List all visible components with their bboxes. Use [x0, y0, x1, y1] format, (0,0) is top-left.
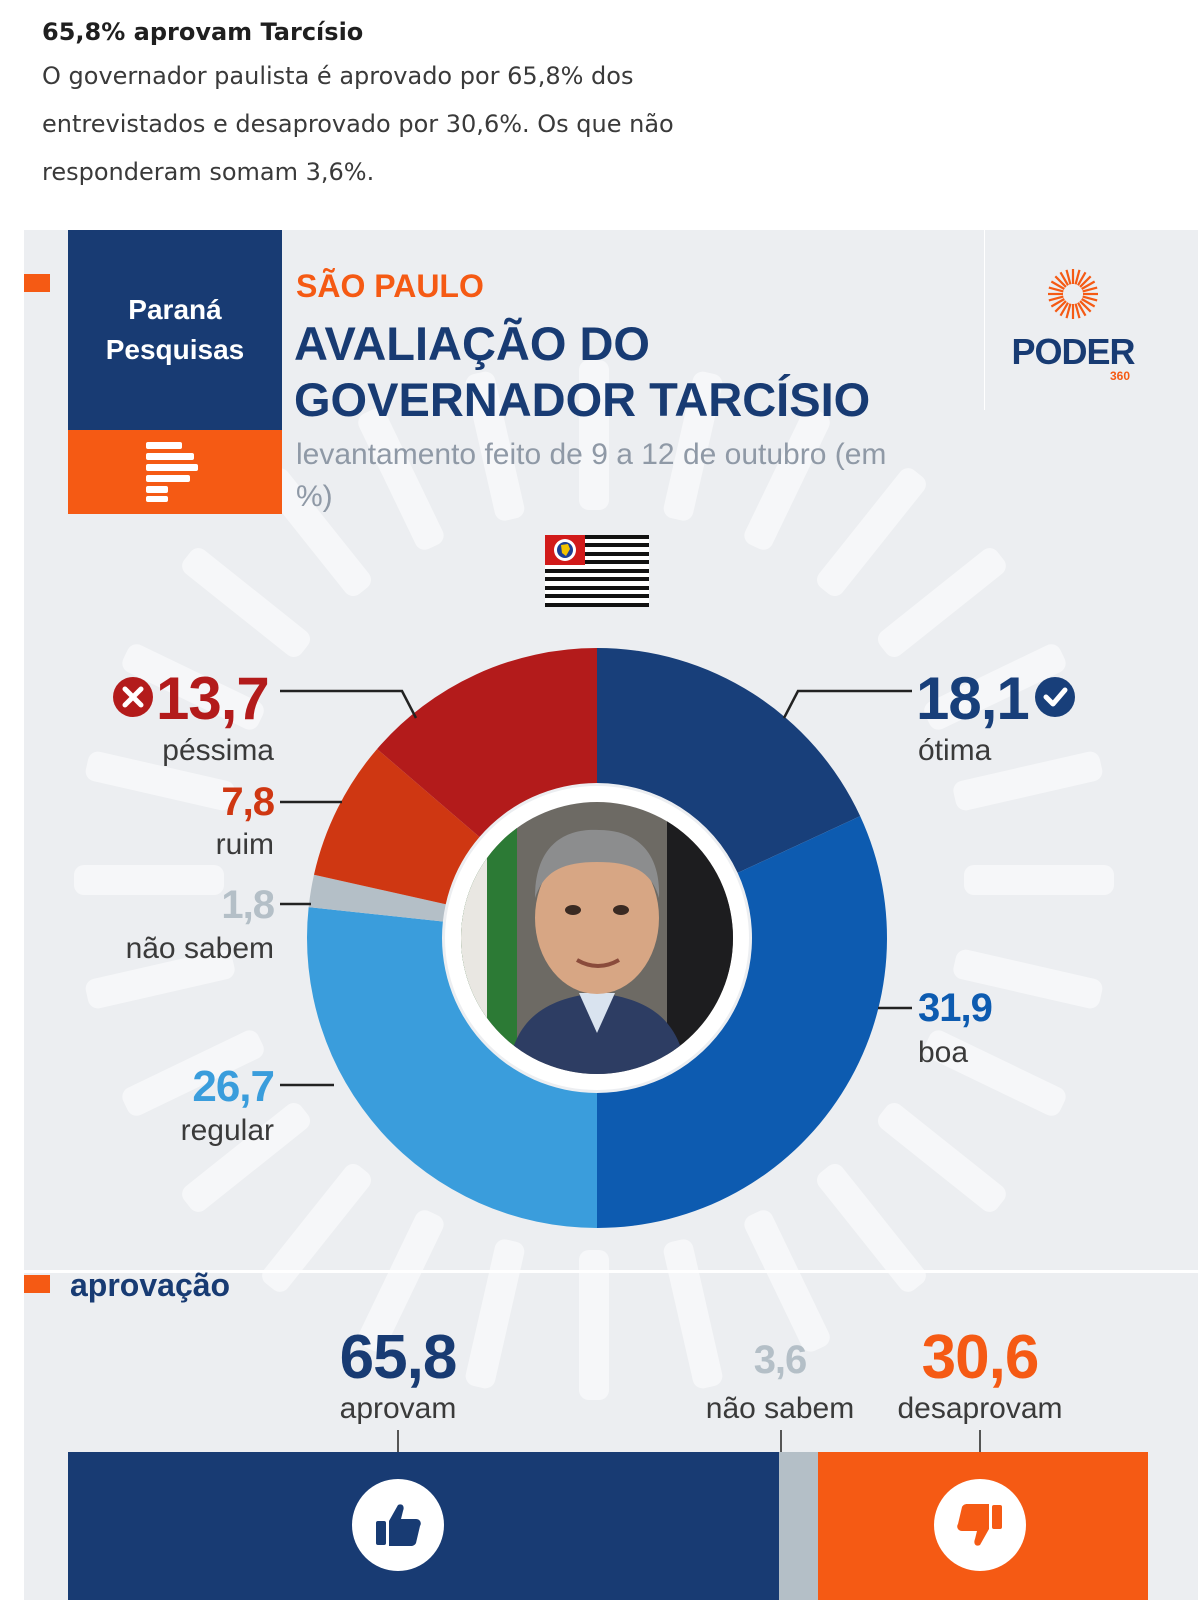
kicker: SÃO PAULO	[296, 268, 484, 304]
poder-logo-text: PODER	[1011, 331, 1135, 372]
background-ray	[873, 1098, 1010, 1216]
parana-pesquisas-logo: Paraná Pesquisas	[68, 230, 282, 520]
article: 65,8% aprovam Tarcísio O governador paul…	[42, 18, 1142, 196]
thumbs-up-icon	[376, 1504, 421, 1546]
check-circle-icon	[1035, 677, 1075, 717]
subtitle: levantamento feito de 9 a 12 de outubro …	[296, 438, 887, 513]
sunburst-ray	[1081, 280, 1096, 290]
sunburst-ray	[1082, 295, 1098, 302]
poder360-logo: PODER 360	[1008, 266, 1138, 383]
thumbs-up-badge	[352, 1479, 444, 1571]
sunburst-ray	[1082, 286, 1098, 293]
value-desaprovam: 30,6	[921, 1323, 1040, 1392]
sunburst-ray	[1079, 275, 1092, 288]
background-ray	[873, 544, 1010, 662]
sunburst-ray	[1077, 271, 1087, 286]
label-otima: ótima	[918, 734, 992, 767]
sunburst-ray	[1059, 271, 1069, 286]
bar-segment-nao-sabem	[778, 1452, 818, 1600]
x-circle-icon	[113, 677, 153, 717]
label-ruim: ruim	[215, 828, 274, 861]
sunburst-ray	[1059, 302, 1069, 317]
header-divider	[984, 230, 985, 410]
donut-slice-boa	[597, 816, 887, 1228]
article-title: 65,8% aprovam Tarcísio	[42, 18, 364, 46]
tick-aprovam	[397, 1430, 399, 1452]
donut-slice-não-sabem	[308, 874, 446, 922]
thumbs-down-badge	[934, 1479, 1026, 1571]
label-nao-sabem-bar: não sabem	[705, 1392, 855, 1425]
thumbs-down-icon	[957, 1504, 1002, 1546]
sunburst-ray	[1074, 269, 1081, 285]
value-otima: 18,1	[916, 665, 1030, 732]
sunburst-ray	[1074, 303, 1081, 319]
label-nao-sabem: não sabem	[125, 932, 274, 965]
background-ray	[178, 544, 315, 662]
poder-logo-suffix: 360	[1109, 369, 1130, 383]
label-aprovam: aprovam	[339, 1392, 457, 1425]
approval-section-marker	[24, 1275, 50, 1293]
sunburst-ray	[1065, 303, 1072, 319]
source-logo-word-1: Paraná	[128, 294, 222, 325]
parana-p-icon	[146, 442, 198, 502]
value-pessima: 13,7	[156, 665, 270, 732]
sunburst-ray	[1050, 280, 1065, 290]
donut-slice-regular	[307, 907, 597, 1228]
sunburst-ray	[1077, 302, 1087, 317]
label-pessima: péssima	[162, 734, 274, 767]
sunburst-ray	[1054, 275, 1067, 288]
card-edge	[1198, 230, 1200, 1600]
approval-bar	[68, 1452, 1148, 1600]
source-logo-word-2: Pesquisas	[105, 334, 245, 365]
tick-nao-sabem	[780, 1430, 782, 1452]
sunburst-ray	[1081, 298, 1096, 308]
infographic-card: Paraná Pesquisas SÃO PAULO AVALIAÇÃO DO …	[24, 230, 1200, 1600]
background-ray	[964, 865, 1114, 895]
approval-section-title: aprovação	[70, 1267, 231, 1303]
sunburst-ray	[1065, 269, 1072, 285]
source-logo-text: Paraná Pesquisas	[106, 290, 245, 370]
sao-paulo-flag-icon	[545, 535, 649, 607]
sunburst-ray	[1048, 286, 1064, 293]
value-boa: 31,9	[918, 986, 993, 1030]
value-regular: 26,7	[192, 1062, 275, 1111]
sunburst-ray	[1054, 300, 1067, 313]
value-ruim: 7,8	[221, 780, 275, 824]
section-divider	[24, 1270, 1200, 1273]
donut-slice-ótima	[597, 648, 861, 873]
sunburst-icon	[1048, 269, 1098, 319]
tick-desaprovam	[979, 1430, 981, 1452]
section-marker	[24, 274, 50, 292]
label-desaprovam: desaprovam	[897, 1392, 1063, 1425]
value-nao-sabem: 1,8	[221, 883, 275, 927]
headline: AVALIAÇÃO DO GOVERNADOR TARCÍSIO	[294, 317, 871, 426]
sunburst-ray	[1048, 295, 1064, 302]
label-boa: boa	[918, 1036, 969, 1069]
sunburst-ray	[1079, 300, 1092, 313]
value-nao-sabem-bar: 3,6	[753, 1338, 808, 1382]
donut-slice-ruim	[313, 748, 480, 905]
value-aprovam: 65,8	[339, 1323, 458, 1392]
sunburst-ray	[1050, 298, 1065, 308]
article-body: O governador paulista é aprovado por 65,…	[42, 62, 674, 186]
donut-slice-péssima	[377, 648, 597, 837]
background-ray	[741, 1206, 834, 1356]
background-ray	[74, 865, 224, 895]
label-regular: regular	[180, 1114, 274, 1147]
donut-chart	[307, 648, 887, 1228]
